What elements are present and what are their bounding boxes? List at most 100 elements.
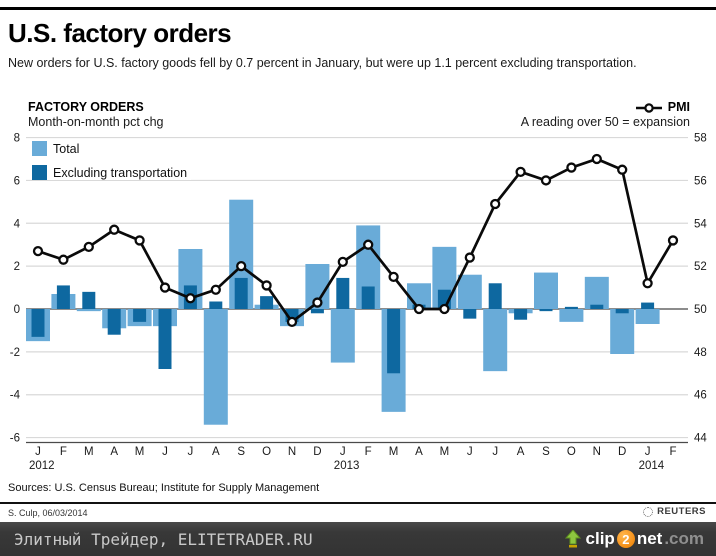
pmi-point	[566, 162, 577, 173]
clip2net-logo[interactable]: clip 2 net .com	[564, 529, 704, 549]
legend-total-label: Total	[53, 141, 80, 156]
legend-item-excluding: Excluding transportation	[32, 165, 192, 180]
pmi-point	[413, 303, 425, 315]
svg-text:58: 58	[694, 133, 707, 145]
pmi-point	[490, 198, 501, 210]
pmi-point	[159, 282, 171, 293]
pmi-point	[261, 280, 272, 291]
svg-text:S: S	[542, 446, 550, 458]
pmi-point	[236, 260, 247, 272]
clip2net-clip-text: clip	[585, 529, 615, 548]
excluding-transportation-bar	[336, 277, 350, 309]
svg-text:50: 50	[694, 304, 707, 316]
pmi-point	[464, 252, 475, 263]
reuters-logo: REUTERS	[643, 506, 706, 517]
excluding-transportation-bar	[82, 291, 96, 309]
svg-text:2014: 2014	[639, 460, 665, 472]
pmi-line-marker-icon	[635, 102, 662, 113]
svg-text:6: 6	[14, 175, 20, 187]
pmi-point	[363, 239, 374, 250]
reuters-wordmark: REUTERS	[657, 506, 706, 517]
pmi-point	[286, 316, 298, 328]
upload-arrow-icon	[564, 530, 581, 548]
svg-text:J: J	[467, 446, 473, 458]
pmi-point	[540, 175, 552, 186]
pmi-point	[667, 235, 679, 246]
legend-item-total: Total	[32, 141, 192, 156]
page-title: U.S. factory orders	[8, 18, 232, 48]
excluding-transportation-bar	[209, 301, 223, 309]
excluding-transportation-bar	[641, 302, 655, 309]
pmi-point	[439, 303, 450, 315]
pmi-point	[312, 297, 323, 308]
y-axis-left-labels: 8 6 4 2 0 -2 -4 -6	[10, 133, 21, 445]
svg-text:2012: 2012	[29, 460, 55, 472]
footer-rule	[0, 502, 716, 504]
top-rule	[0, 7, 716, 10]
svg-text:J: J	[162, 446, 168, 458]
elitetrader-banner: Элитный Трейдер, ELITETRADER.RU clip 2 n…	[0, 522, 716, 556]
svg-text:J: J	[188, 446, 194, 458]
svg-text:D: D	[618, 446, 626, 458]
svg-text:N: N	[288, 446, 296, 458]
pmi-point	[617, 164, 628, 175]
svg-text:2: 2	[14, 261, 20, 273]
page-subtitle: New orders for U.S. factory goods fell b…	[8, 56, 637, 70]
clip2net-2-badge: 2	[616, 530, 635, 548]
svg-text:54: 54	[694, 218, 707, 230]
svg-text:M: M	[440, 446, 450, 458]
total-bar	[203, 309, 228, 425]
pmi-point	[83, 241, 94, 253]
excluding-transportation-bar	[133, 309, 147, 322]
total-bar	[559, 309, 584, 322]
clip2net-com-text: .com	[664, 529, 704, 548]
pmi-point	[210, 284, 221, 295]
reuters-globe-icon	[643, 506, 654, 517]
pmi-point	[591, 153, 602, 165]
svg-text:J: J	[35, 446, 41, 458]
svg-text:N: N	[593, 446, 601, 458]
sources-note: Sources: U.S. Census Bureau; Institute f…	[8, 482, 320, 494]
svg-text:A: A	[212, 446, 220, 458]
svg-text:0: 0	[14, 304, 20, 316]
total-bar	[584, 276, 609, 309]
excluding-transportation-bar	[56, 285, 70, 309]
excluding-transportation-bar	[463, 309, 477, 319]
svg-text:A: A	[110, 446, 118, 458]
svg-text:O: O	[262, 446, 271, 458]
svg-text:-4: -4	[10, 390, 21, 402]
svg-text:2013: 2013	[334, 460, 360, 472]
excluding-transportation-bar	[514, 309, 528, 320]
svg-text:J: J	[645, 446, 651, 458]
total-bar	[610, 309, 635, 355]
pmi-point	[58, 254, 69, 265]
excluding-transportation-bars	[31, 277, 655, 374]
total-swatch-icon	[32, 141, 47, 156]
svg-text:S: S	[237, 446, 245, 458]
byline-credit: S. Culp, 06/03/2014	[8, 508, 88, 518]
svg-text:J: J	[340, 446, 346, 458]
pmi-legend-note: A reading over 50 = expansion	[520, 115, 690, 129]
svg-text:52: 52	[694, 261, 707, 273]
x-axis-year-labels: 2012 2013 2014	[29, 460, 665, 472]
total-bar	[457, 274, 482, 309]
pmi-point	[388, 271, 399, 283]
svg-text:F: F	[60, 446, 67, 458]
svg-text:48: 48	[694, 347, 707, 359]
excluding-transportation-bar	[361, 286, 375, 309]
svg-text:O: O	[567, 446, 576, 458]
excluding-transportation-bar	[590, 304, 604, 309]
svg-text:4: 4	[14, 218, 21, 230]
excluding-transportation-bar	[615, 309, 629, 314]
pmi-point	[109, 224, 120, 235]
excluding-transportation-bar	[158, 309, 172, 370]
total-bar	[76, 309, 101, 312]
excluding-transportation-bar	[310, 309, 324, 314]
legend-excluding-label: Excluding transportation	[53, 165, 188, 180]
svg-text:J: J	[492, 446, 498, 458]
y-axis-right-labels: 58 56 54 52 50 48 46 44	[694, 133, 707, 445]
svg-text:D: D	[313, 446, 321, 458]
excluding-transportation-bar	[31, 309, 45, 337]
